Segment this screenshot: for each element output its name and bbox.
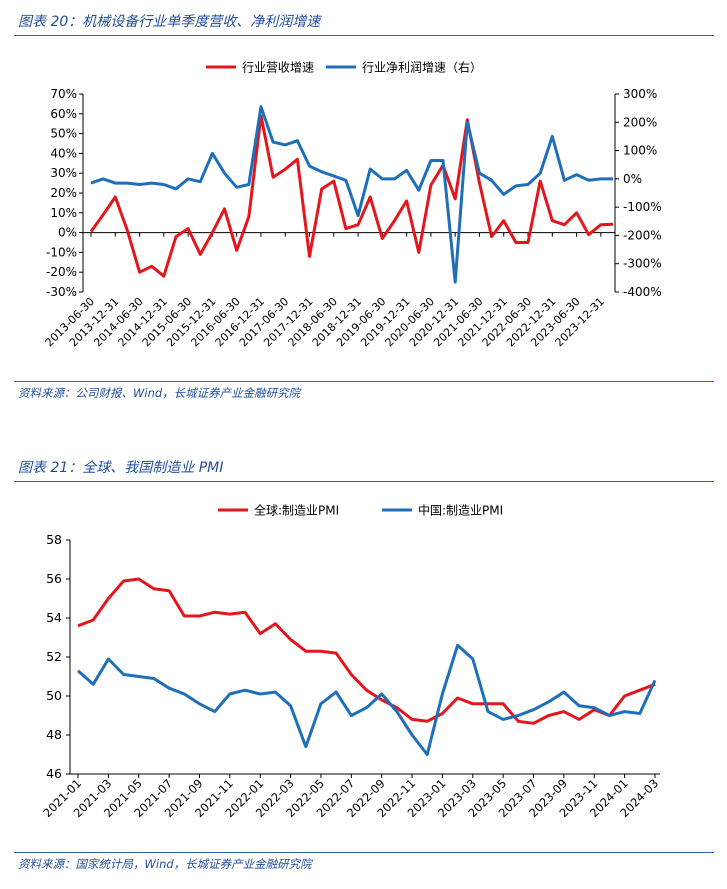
left-tick-label: 0%	[58, 226, 77, 240]
left-tick-label: 20%	[50, 186, 77, 200]
left-tick-label: 50%	[50, 127, 77, 141]
chart2-series	[76, 577, 657, 756]
chart1-axes: 70% 60% 50% 40% 30% 20% 10% 0% -10% -20% -30% 300% 2…	[43, 87, 662, 349]
figure-21-title: 图表 21：全球、我国制造业 PMI	[18, 460, 224, 476]
left-tick-label: 30%	[50, 166, 77, 180]
figure-20-top-rule	[14, 35, 714, 36]
right-tick-label: -400%	[623, 285, 662, 299]
series-line-global-pmi	[77, 577, 656, 725]
legend-label-revenue: 行业营收增速	[242, 61, 314, 75]
figure-21-bottom-rule	[14, 852, 714, 853]
left-tick-label: -10%	[46, 245, 77, 259]
y-tick-label: 52	[46, 649, 62, 664]
right-tick-label: -200%	[623, 228, 662, 242]
left-tick-label: 70%	[50, 87, 77, 101]
y-tick-label: 50	[46, 688, 62, 703]
left-tick-label: 10%	[50, 206, 77, 220]
figure-20-source: 资料来源：公司财报、Wind，长城证券产业金融研究院	[18, 386, 301, 400]
series-line-revenue-growth	[89, 114, 614, 278]
chart-pmi: 全球:制造业PMI 中国:制造业PMI 585654525048462021-0…	[40, 503, 661, 821]
legend-label-china-pmi: 中国:制造业PMI	[418, 503, 503, 518]
left-tick-label: 40%	[50, 146, 77, 160]
chart1-legend: 行业营收增速 行业净利润增速（右）	[206, 60, 482, 75]
legend-label-profit: 行业净利润增速（右）	[362, 60, 482, 75]
y-tick-label: 54	[46, 610, 62, 625]
left-tick-label: -20%	[46, 265, 77, 279]
left-tick-label: -30%	[46, 285, 77, 299]
figure-21-top-rule	[14, 481, 714, 482]
right-tick-label: 100%	[623, 144, 657, 158]
figure-20-title: 图表 20：机械设备行业单季度营收、净利润增速	[18, 14, 321, 30]
chart1-series	[89, 105, 614, 284]
series-line-china-pmi	[76, 643, 657, 756]
right-tick-label: 300%	[623, 87, 657, 101]
y-tick-label: 46	[46, 766, 62, 781]
right-tick-label: 200%	[623, 115, 657, 129]
legend-label-global-pmi: 全球:制造业PMI	[254, 503, 339, 518]
chart2-legend: 全球:制造业PMI 中国:制造业PMI	[218, 503, 503, 518]
y-tick-label: 56	[46, 571, 62, 586]
figure-21-source: 资料来源：国家统计局，Wind，长城证券产业金融研究院	[18, 857, 312, 871]
left-tick-label: 60%	[50, 107, 77, 121]
figure-20-bottom-rule	[14, 381, 714, 382]
y-tick-label: 58	[46, 532, 62, 547]
y-tick-label: 48	[46, 727, 62, 742]
series-line-profit-growth	[90, 105, 613, 284]
chart-quarterly-growth: 行业营收增速 行业净利润增速（右） 70% 60% 50% 40% 30% 20% 10% 0…	[43, 60, 662, 350]
right-tick-label: -300%	[623, 257, 662, 271]
right-tick-label: -100%	[623, 200, 662, 214]
right-tick-label: 0%	[623, 172, 642, 186]
